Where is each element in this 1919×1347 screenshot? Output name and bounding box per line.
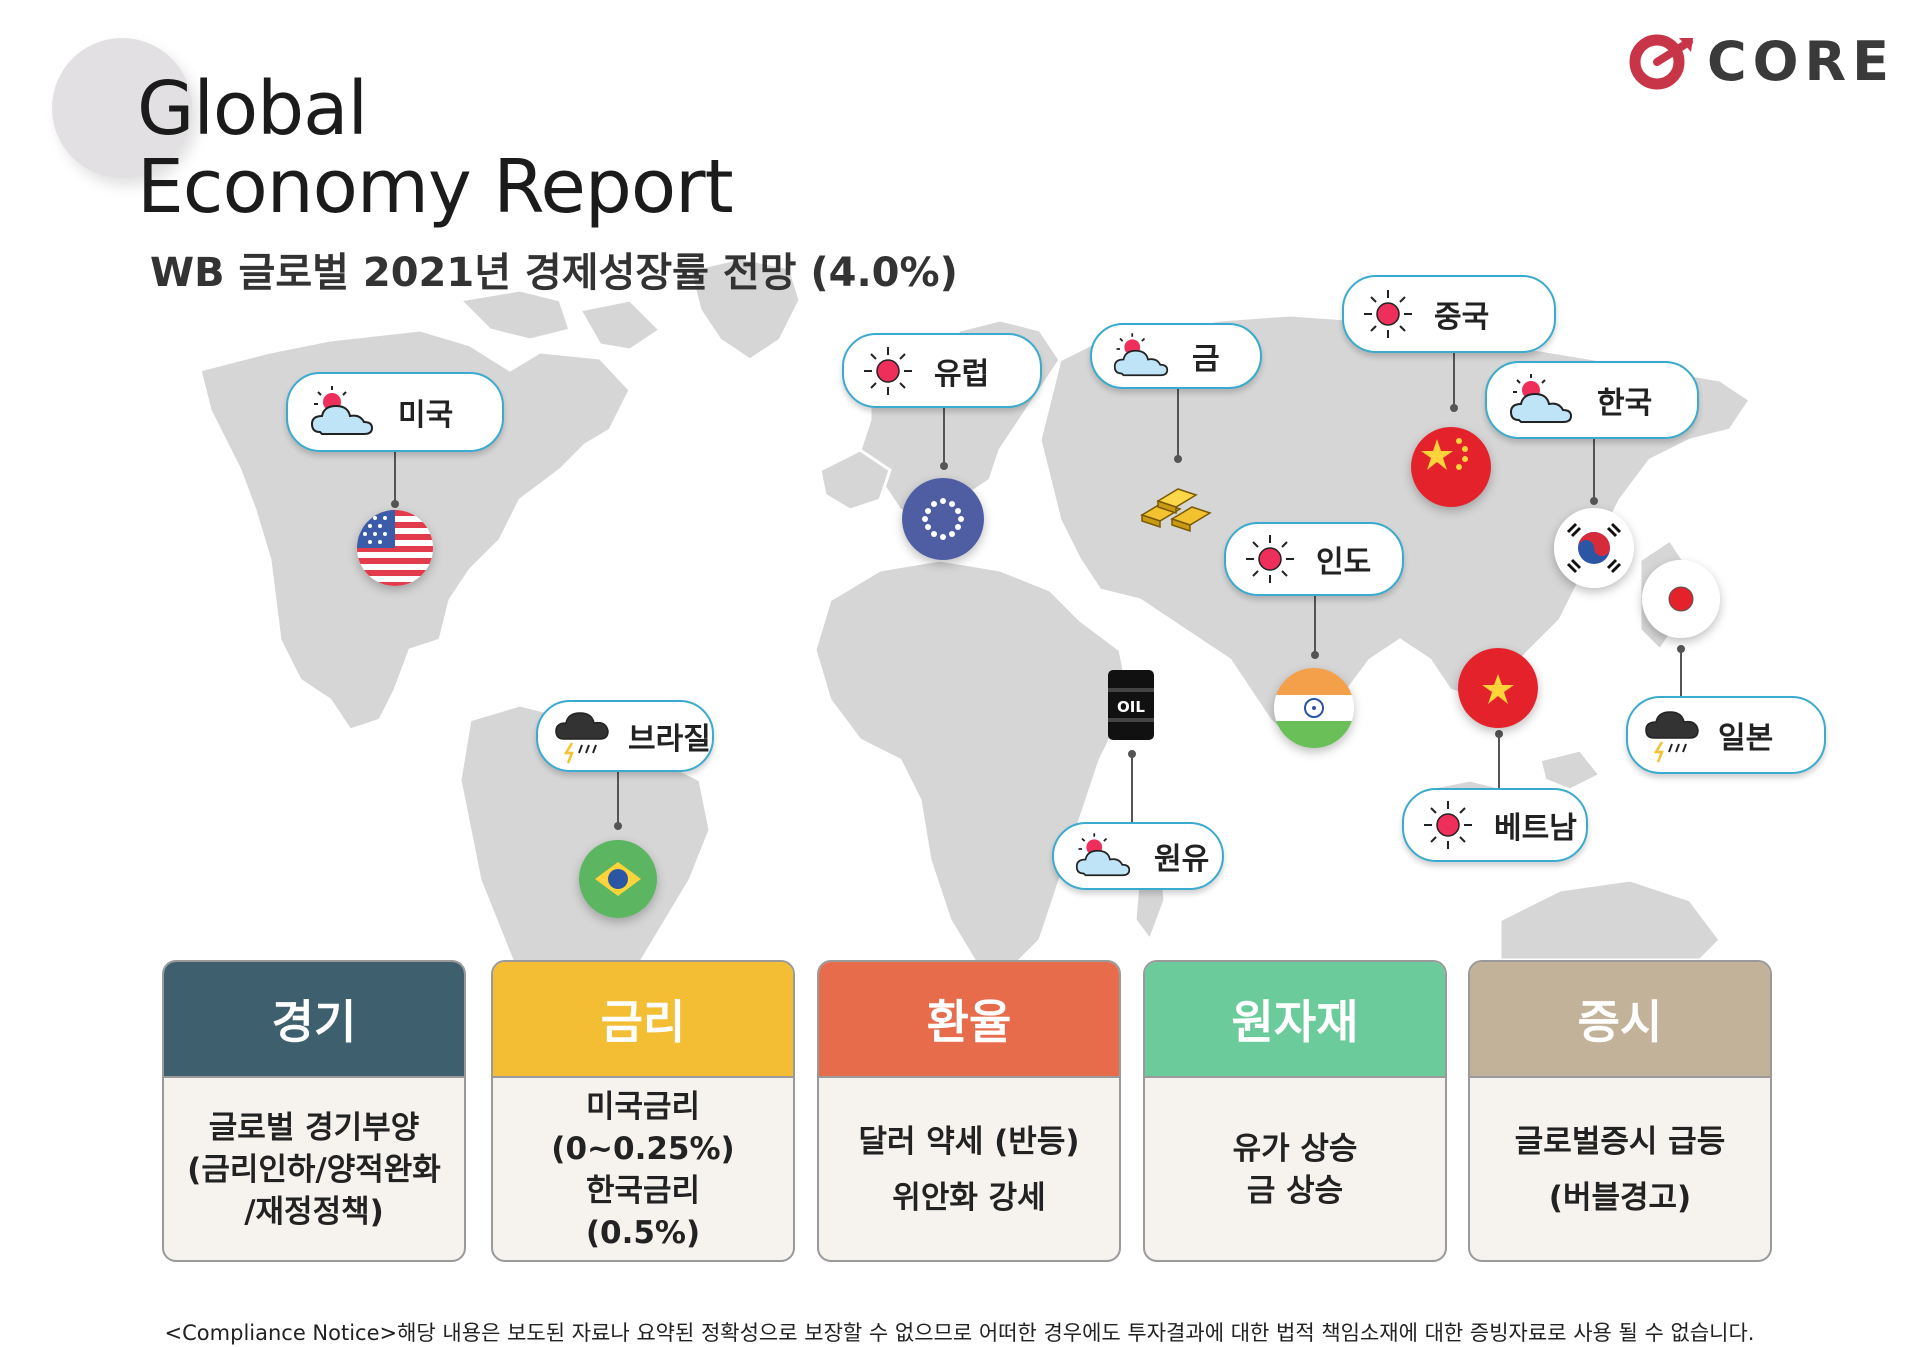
decorative-circle [52,38,192,178]
card-title: 환율 [819,962,1119,1078]
card-line: /재정정책) [244,1193,384,1230]
marker-vietnam[interactable]: 베트남 [1402,788,1588,862]
connector-brazil [617,770,619,825]
card-commodities: 원자재 유가 상승 금 상승 [1143,960,1447,1262]
eu-flag-icon [902,478,984,560]
card-line: 유가 상승 [1232,1131,1358,1168]
card-line: (0.5%) [585,1214,701,1251]
connector-eu [943,405,945,465]
connector-dot-china [1450,404,1458,412]
marker-us[interactable]: 미국 [286,372,504,452]
connector-china [1453,352,1455,407]
vietnam-flag-icon [1458,648,1538,728]
india-flag-icon [1274,668,1354,748]
connector-us [394,448,396,503]
partly-cloudy-icon [1113,333,1169,377]
marker-label-brazil: 브라질 [628,722,711,757]
marker-eu[interactable]: 유럽 [842,333,1042,408]
korea-flag-icon [1554,508,1634,588]
connector-dot-india [1311,651,1319,659]
card-line: 금 상승 [1246,1173,1344,1209]
card-line: (버블경고) [1548,1180,1692,1216]
svg-text:OIL: OIL [1117,698,1145,716]
card-stock-market: 증시 글로벌증시 급등 (버블경고) [1468,960,1772,1262]
card-line: 달러 약세 (반등) [858,1124,1080,1161]
connector-dot-gold [1174,455,1182,463]
card-line: 위안화 강세 [892,1180,1046,1216]
marker-china[interactable]: 중국 [1342,275,1556,353]
connector-korea [1593,438,1595,500]
card-title: 증시 [1470,962,1770,1078]
core-logo-icon [1629,34,1693,89]
sun-icon [1364,290,1412,338]
card-line: (금리인하/양적완화 [187,1152,441,1189]
oil-barrel-icon: OIL [1104,668,1158,746]
marker-oil[interactable]: 원유 [1052,822,1224,890]
card-line: 한국금리 [585,1173,701,1209]
card-interest-rate: 금리 미국금리 (0~0.25%) 한국금리 (0.5%) [491,960,795,1262]
card-body: 글로벌 경기부양 (금리인하/양적완화 /재정정책) [164,1078,464,1260]
marker-label-oil: 원유 [1154,842,1210,877]
connector-gold [1177,385,1179,458]
marker-label-korea: 한국 [1597,386,1653,421]
card-exchange-rate: 환율 달러 약세 (반등) 위안화 강세 [817,960,1121,1262]
japan-flag-icon [1642,560,1720,638]
card-line: (0~0.25%) [551,1131,735,1168]
marker-japan[interactable]: 일본 [1626,696,1826,774]
marker-label-gold: 금 [1192,342,1220,377]
connector-dot-vietnam [1495,730,1503,738]
connector-india [1314,595,1316,655]
card-title: 경기 [164,962,464,1078]
marker-label-india: 인도 [1316,545,1372,580]
report-title-line1: Global [137,66,368,152]
card-economy: 경기 글로벌 경기부양 (금리인하/양적완화 /재정정책) [162,960,466,1262]
card-title: 원자재 [1145,962,1445,1078]
connector-dot-oil [1128,750,1136,758]
marker-india[interactable]: 인도 [1224,522,1404,596]
sun-icon [1424,801,1472,849]
subtitle: WB 글로벌 2021년 경제성장률 전망 (4.0%) [150,250,958,296]
report-title-line2: Economy Report [137,144,734,230]
card-body: 글로벌증시 급등 (버블경고) [1470,1078,1770,1260]
marker-label-japan: 일본 [1718,721,1774,756]
card-body: 유가 상승 금 상승 [1145,1078,1445,1260]
china-flag-icon [1411,427,1491,507]
marker-label-eu: 유럽 [934,356,990,392]
storm-icon [555,712,609,764]
card-body: 미국금리 (0~0.25%) 한국금리 (0.5%) [493,1078,793,1260]
core-logo: CORE [1627,30,1895,93]
marker-korea[interactable]: 한국 [1485,361,1699,439]
connector-dot-eu [940,462,948,470]
marker-label-china: 중국 [1434,300,1490,335]
partly-cloudy-icon [1075,833,1131,877]
connector-dot-japan [1677,645,1685,653]
marker-gold[interactable]: 금 [1090,323,1262,389]
connector-oil [1131,752,1133,826]
storm-icon [1645,711,1699,763]
marker-label-us: 미국 [398,398,454,433]
card-body: 달러 약세 (반등) 위안화 강세 [819,1078,1119,1260]
card-line: 글로벌 경기부양 [208,1110,420,1147]
connector-vietnam [1498,732,1500,792]
connector-dot-brazil [614,822,622,830]
marker-brazil[interactable]: 브라질 [536,700,714,772]
marker-label-vietnam: 베트남 [1494,811,1577,846]
connector-dot-us [391,500,399,508]
sun-icon [864,346,912,395]
connector-dot-korea [1590,497,1598,505]
card-line: 글로벌증시 급등 [1514,1124,1726,1161]
connector-japan [1680,648,1682,700]
brazil-flag-icon [579,840,657,918]
partly-cloudy-icon [310,386,374,435]
partly-cloudy-icon [1509,374,1573,423]
gold-bars-icon [1132,475,1222,539]
compliance-notice: <Compliance Notice>해당 내용은 보도된 자료나 요약된 정확… [164,1321,1755,1345]
logo-text: CORE [1707,30,1896,93]
card-title: 금리 [493,962,793,1078]
card-line: 미국금리 [585,1089,701,1126]
sun-icon [1246,535,1294,583]
us-flag-icon [357,510,433,586]
